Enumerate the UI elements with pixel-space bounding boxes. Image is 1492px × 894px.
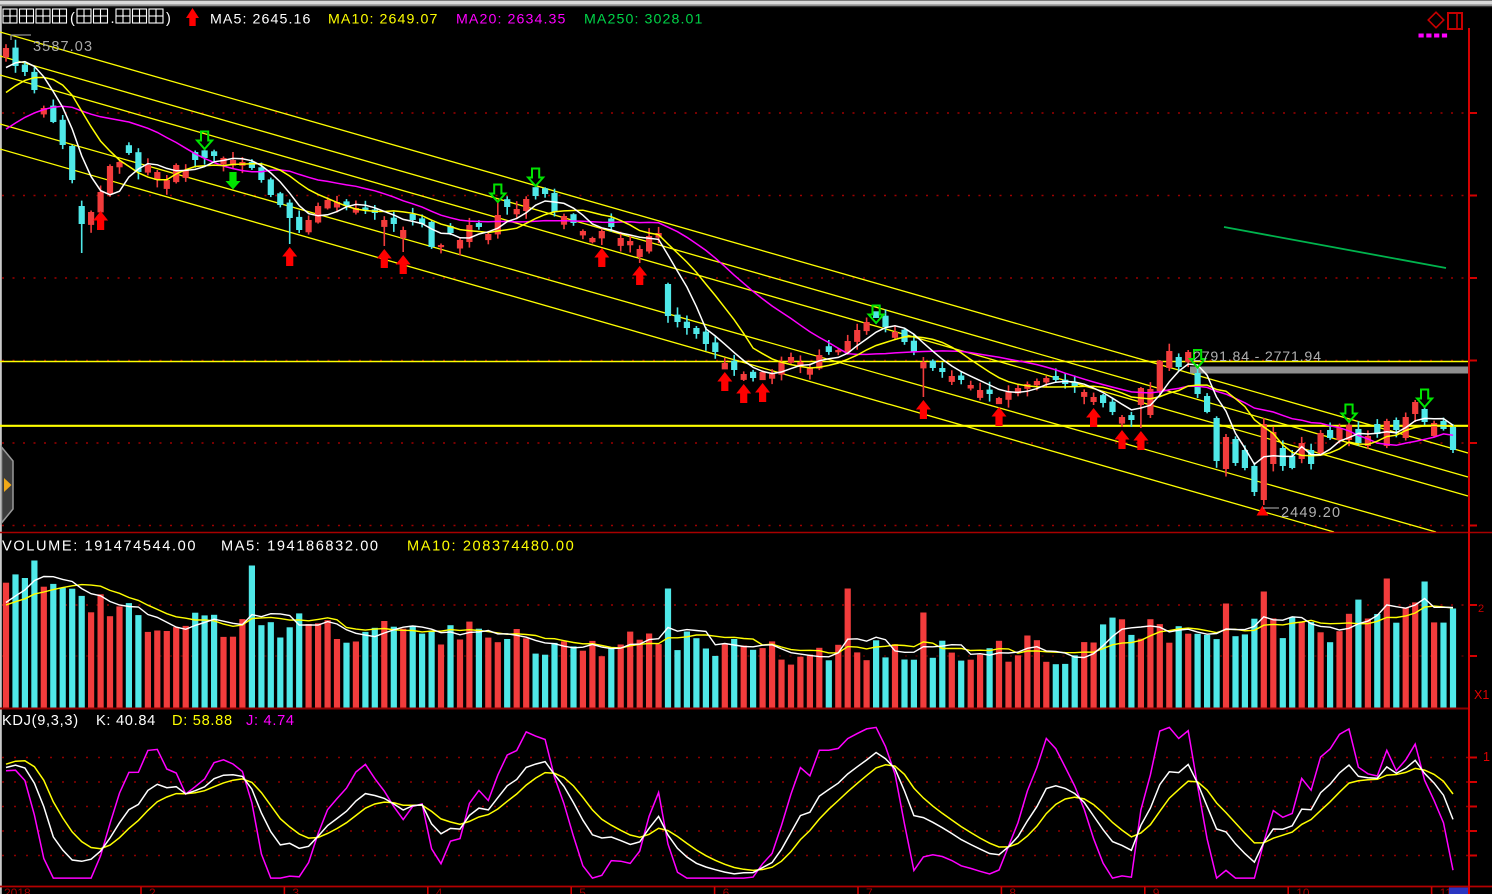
svg-text:7: 7 bbox=[866, 886, 873, 894]
svg-text:2: 2 bbox=[149, 886, 156, 894]
svg-text:J: 4.74: J: 4.74 bbox=[246, 713, 295, 729]
svg-text:KDJ(9,3,3): KDJ(9,3,3) bbox=[2, 713, 79, 729]
svg-text:(: ( bbox=[70, 11, 75, 27]
svg-text:2791.84 - 2771.94: 2791.84 - 2771.94 bbox=[1193, 349, 1322, 365]
svg-text:5: 5 bbox=[579, 886, 586, 894]
svg-text:MA10: 208374480.00: MA10: 208374480.00 bbox=[407, 539, 575, 555]
svg-text:2: 2 bbox=[1478, 603, 1484, 615]
svg-text:11: 11 bbox=[1440, 886, 1453, 894]
svg-text:3587.03: 3587.03 bbox=[33, 39, 93, 55]
svg-text:MA10: 2649.07: MA10: 2649.07 bbox=[328, 12, 439, 28]
svg-text:): ) bbox=[166, 11, 171, 27]
svg-text:VOLUME: 191474544.00: VOLUME: 191474544.00 bbox=[2, 539, 197, 555]
svg-text:X1: X1 bbox=[1474, 688, 1489, 702]
svg-text:3: 3 bbox=[292, 886, 299, 894]
svg-text:10: 10 bbox=[1296, 886, 1310, 894]
svg-text:1: 1 bbox=[1483, 750, 1490, 764]
svg-text:D: 58.88: D: 58.88 bbox=[172, 713, 233, 729]
svg-text:8: 8 bbox=[1009, 886, 1016, 894]
svg-text:MA5: 194186832.00: MA5: 194186832.00 bbox=[221, 539, 380, 555]
svg-text:2449.20: 2449.20 bbox=[1281, 505, 1341, 521]
svg-text:MA5: 2645.16: MA5: 2645.16 bbox=[210, 12, 312, 28]
svg-text:2018: 2018 bbox=[4, 886, 31, 894]
svg-text:MA250: 3028.01: MA250: 3028.01 bbox=[584, 12, 704, 28]
svg-text:9: 9 bbox=[1153, 886, 1160, 894]
svg-text:K: 40.84: K: 40.84 bbox=[96, 713, 156, 729]
svg-text:MA20: 2634.35: MA20: 2634.35 bbox=[456, 12, 567, 28]
svg-text:6: 6 bbox=[723, 886, 730, 894]
svg-text:.: . bbox=[111, 11, 115, 27]
svg-text:4: 4 bbox=[436, 886, 443, 894]
